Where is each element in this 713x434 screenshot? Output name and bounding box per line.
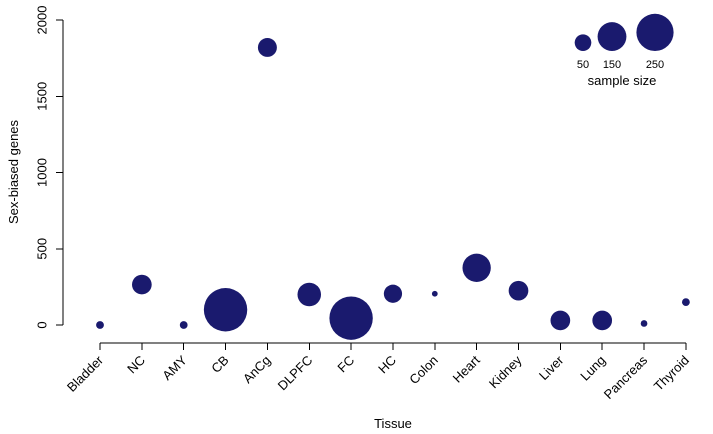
legend-bubble [574,34,592,51]
x-tick-label: FC [334,353,357,376]
x-tick-label: Pancreas [601,352,651,402]
legend-size-label: 50 [577,59,589,71]
bubble-point [681,298,690,307]
y-tick-label: 1000 [35,158,50,187]
x-tick-label: AMY [159,352,190,383]
y-axis-title: Sex-biased genes [6,119,21,224]
bubble-point [550,310,571,331]
y-axis: 0 500 1000 1500 2000 [35,6,64,329]
bubble-point [383,284,403,303]
x-axis: Bladder NC AMY CB AnCg DLPFC FC HC Colon Heart Kid… [64,342,692,402]
x-tick-label: NC [124,353,148,377]
bubble-point [329,296,373,340]
x-tick-label: Kidney [486,352,525,391]
bubble-point [592,310,613,331]
x-tick-label: Liver [536,352,567,383]
legend-bubble [597,22,627,51]
bubble-point [431,290,438,297]
x-tick-label: Lung [577,353,608,384]
x-axis-title: Tissue [374,416,412,431]
x-tick-label: Bladder [64,352,107,395]
legend-size-label: 150 [603,59,621,71]
bubble-point [257,37,277,57]
x-tick-label: CB [208,353,231,376]
x-tick-label: AnCg [240,353,274,387]
x-tick-label: DLPFC [275,353,316,394]
bubble-point [297,282,322,307]
bubble-point [640,320,648,327]
x-tick-label: Thyroid [651,353,692,394]
x-tick-label: Colon [406,353,441,388]
legend-bubble [636,13,674,51]
y-tick-label: 2000 [35,6,50,35]
bubble-point [203,288,248,332]
y-tick-label: 1500 [35,82,50,111]
y-tick-label: 0 [35,321,50,328]
bubble-point [132,274,152,295]
y-tick-label: 500 [35,238,50,260]
x-tick-label: Heart [450,352,483,385]
bubble-point [508,280,529,301]
legend-title: sample size [588,73,657,88]
bubbles [96,37,690,340]
x-tick-label: HC [375,353,399,377]
bubble-point [179,321,188,329]
legend-size-label: 250 [646,59,664,71]
bubble-point [96,321,104,329]
bubble-point [462,253,491,282]
legend: 50 150 250 sample size [574,13,674,88]
